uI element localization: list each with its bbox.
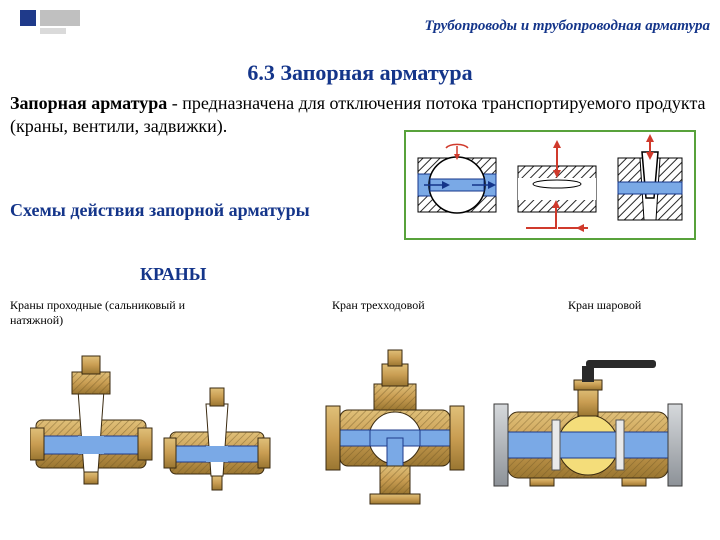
caption-ball-valve: Кран шаровой [568, 298, 641, 313]
scheme-label: Схемы действия запорной арматуры [10, 200, 310, 221]
scheme-diagram [404, 130, 696, 240]
caption-three-way: Кран трехходовой [332, 298, 425, 313]
valve-illustrations [30, 330, 690, 520]
scheme-cone-icon [618, 134, 682, 220]
deco-square-icon [20, 10, 36, 26]
definition-term: Запорная арматура [10, 93, 167, 113]
valve-threeway-icon [326, 350, 464, 504]
valve-ball-icon [494, 360, 682, 486]
deco-bar-icon [40, 10, 80, 26]
valve-tension-icon [164, 388, 270, 490]
scheme-gate-icon [518, 140, 596, 232]
caption-passage-valves: Краны проходные (сальниковый и натяжной) [10, 298, 310, 328]
deco-bar-light-icon [40, 28, 66, 34]
section-title: 6.3 Запорная арматура [0, 60, 720, 86]
scheme-plug-icon [418, 144, 496, 213]
krany-title: КРАНЫ [140, 264, 206, 285]
valve-stuffingbox-icon [30, 356, 152, 484]
page-header: Трубопроводы и трубопроводная арматура [425, 18, 710, 35]
